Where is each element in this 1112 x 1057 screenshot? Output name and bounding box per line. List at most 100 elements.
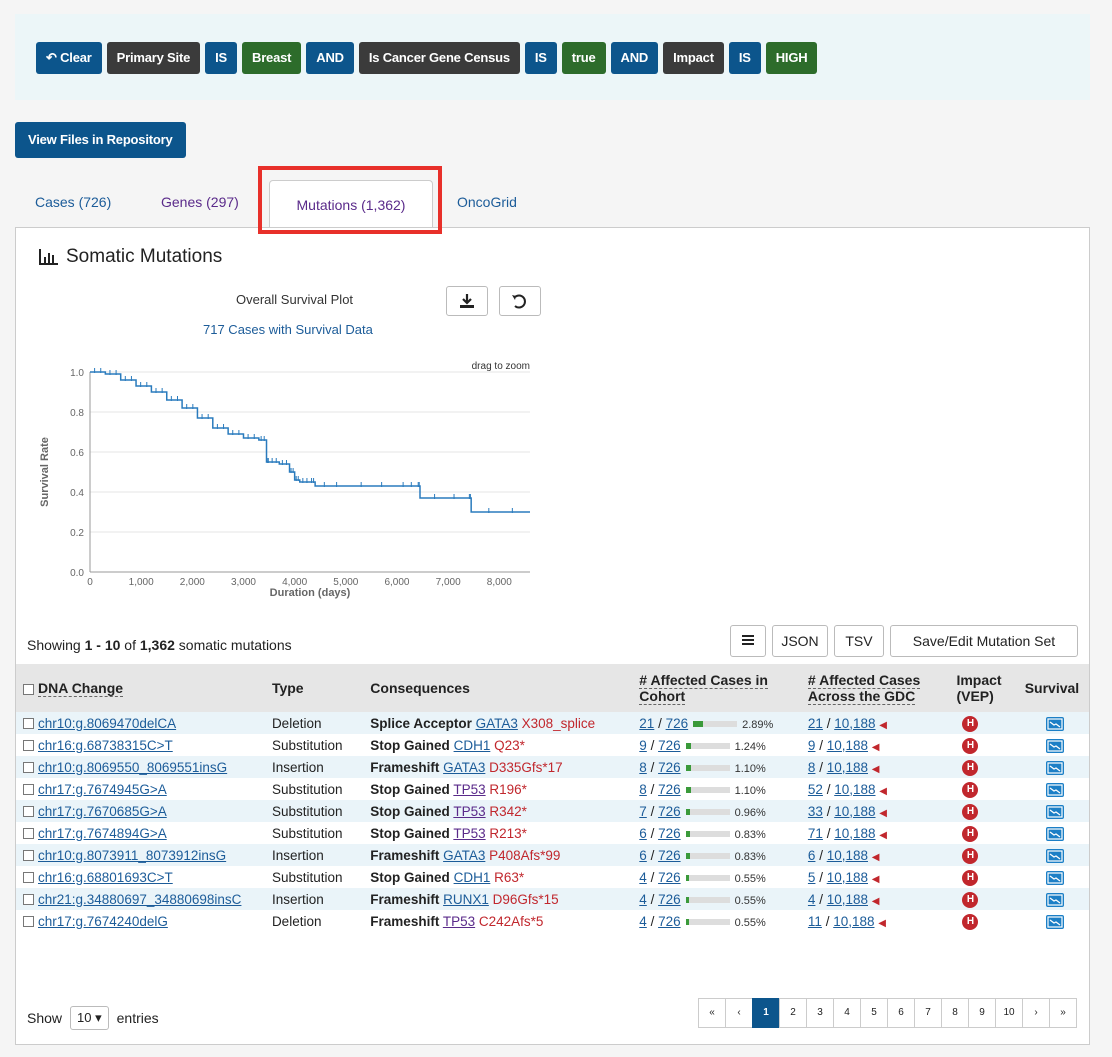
filter-field-impact[interactable]: Impact [663,42,724,74]
page-button[interactable]: 9 [968,998,996,1028]
cohort-cases-link[interactable]: 8 [639,781,647,797]
select-all-checkbox[interactable] [23,683,34,695]
row-checkbox[interactable] [23,916,34,928]
row-checkbox[interactable] [23,784,34,796]
save-mutation-set-button[interactable]: Save/Edit Mutation Set [890,625,1078,657]
gdc-total-link[interactable]: 10,188 [826,891,868,907]
page-button[interactable]: 5 [860,998,888,1028]
dna-change-link[interactable]: chr10:g.8073911_8073912insG [38,847,227,863]
gdc-total-link[interactable]: 10,188 [826,737,868,753]
cohort-cases-link[interactable]: 6 [639,825,647,841]
expand-triangle-icon[interactable]: ◀ [871,851,880,863]
gene-link[interactable]: TP53 [453,781,486,797]
gdc-total-link[interactable]: 10,188 [834,803,876,819]
cohort-cases-link[interactable]: 4 [639,913,647,929]
gdc-total-link[interactable]: 10,188 [826,869,868,885]
expand-triangle-icon[interactable]: ◀ [879,785,887,797]
survival-plot-icon[interactable] [1045,804,1064,819]
dna-change-link[interactable]: chr17:g.7674945G>A [38,781,167,797]
gdc-cases-link[interactable]: 52 [807,781,823,797]
gene-link[interactable]: TP53 [453,803,486,819]
expand-triangle-icon[interactable]: ◀ [878,917,886,929]
page-button[interactable]: 10 [995,998,1023,1028]
gene-link[interactable]: TP53 [442,913,476,929]
dna-change-link[interactable]: chr16:g.68738315C>T [38,737,173,753]
filter-value-breast[interactable]: Breast [242,42,302,74]
cohort-total-link[interactable]: 726 [665,715,689,731]
clear-query-button[interactable]: ↶ Clear [36,42,102,74]
filter-field-cancer-gene-census[interactable]: Is Cancer Gene Census [358,42,520,74]
json-export-button[interactable]: JSON [772,625,828,657]
gdc-total-link[interactable]: 10,188 [834,781,876,797]
expand-triangle-icon[interactable]: ◀ [879,719,887,731]
row-checkbox[interactable] [23,740,34,752]
gdc-cases-link[interactable]: 21 [807,715,823,731]
row-checkbox[interactable] [23,850,34,862]
page-button[interactable]: 2 [779,998,807,1028]
page-button[interactable]: « [698,998,726,1028]
dna-change-link[interactable]: chr10:g.8069550_8069551insG [38,759,228,775]
tab-mutations[interactable]: Mutations (1,362) [269,180,433,229]
cohort-cases-link[interactable]: 4 [639,891,647,907]
tab-oncogrid[interactable]: OncoGrid [457,194,517,210]
page-button[interactable]: 7 [914,998,942,1028]
gdc-cases-link[interactable]: 11 [807,913,822,929]
reset-button[interactable] [499,286,541,316]
expand-triangle-icon[interactable]: ◀ [879,807,887,819]
survival-plot[interactable]: 0.0 0.2 0.4 0.6 0.8 1.0 0 1,000 2,000 3,000 4,000 5… [30,358,550,618]
survival-plot-icon[interactable] [1045,892,1064,907]
page-button[interactable]: 3 [806,998,834,1028]
cohort-total-link[interactable]: 726 [658,891,681,907]
expand-triangle-icon[interactable]: ◀ [879,829,887,841]
dna-change-link[interactable]: chr17:g.7674894G>A [38,825,167,841]
survival-plot-icon[interactable] [1045,782,1064,797]
gdc-cases-link[interactable]: 6 [807,847,816,863]
cohort-total-link[interactable]: 726 [658,803,681,819]
expand-triangle-icon[interactable]: ◀ [871,741,880,753]
dna-change-link[interactable]: chr16:g.68801693C>T [38,869,173,885]
gdc-total-link[interactable]: 10,188 [834,825,876,841]
survival-plot-icon[interactable] [1045,716,1064,731]
cohort-cases-link[interactable]: 4 [639,869,647,885]
survival-plot-icon[interactable] [1045,870,1064,885]
header-gdc[interactable]: # Affected Cases Across the GDC [803,664,953,712]
row-checkbox[interactable] [23,762,34,774]
gene-link[interactable]: RUNX1 [443,891,489,907]
gdc-total-link[interactable]: 10,188 [826,847,868,863]
filter-value-high[interactable]: HIGH [765,42,818,74]
page-button[interactable]: 6 [887,998,915,1028]
row-checkbox[interactable] [23,872,34,884]
gdc-cases-link[interactable]: 5 [807,869,816,885]
row-checkbox[interactable] [23,828,34,840]
page-button[interactable]: 4 [833,998,861,1028]
survival-plot-icon[interactable] [1045,848,1064,863]
column-menu-button[interactable] [730,625,766,657]
gene-link[interactable]: TP53 [453,825,486,841]
operator-is[interactable]: IS [205,42,237,74]
operator-is[interactable]: IS [524,42,557,74]
gene-link[interactable]: CDH1 [453,737,491,753]
survival-plot-icon[interactable] [1045,914,1064,929]
gdc-cases-link[interactable]: 4 [807,891,816,907]
row-checkbox[interactable] [23,894,34,906]
survival-plot-icon[interactable] [1045,738,1064,753]
cohort-total-link[interactable]: 726 [658,781,681,797]
cohort-cases-link[interactable]: 6 [639,847,647,863]
expand-triangle-icon[interactable]: ◀ [871,873,880,885]
cohort-total-link[interactable]: 726 [658,737,681,753]
page-button[interactable]: › [1022,998,1050,1028]
page-button[interactable]: ‹ [725,998,753,1028]
gene-link[interactable]: GATA3 [443,759,486,775]
expand-triangle-icon[interactable]: ◀ [871,895,880,907]
header-cohort[interactable]: # Affected Cases in Cohort [635,664,804,712]
gdc-cases-link[interactable]: 9 [807,737,816,753]
dna-change-link[interactable]: chr17:g.7674240delG [38,913,168,929]
expand-triangle-icon[interactable]: ◀ [871,763,880,775]
tab-genes[interactable]: Genes (297) [161,194,239,210]
cohort-cases-link[interactable]: 21 [639,715,655,731]
cohort-cases-link[interactable]: 8 [639,759,647,775]
gdc-cases-link[interactable]: 71 [807,825,823,841]
row-checkbox[interactable] [23,806,34,818]
filter-value-true[interactable]: true [561,42,606,74]
filter-field-primary-site[interactable]: Primary Site [106,42,201,74]
